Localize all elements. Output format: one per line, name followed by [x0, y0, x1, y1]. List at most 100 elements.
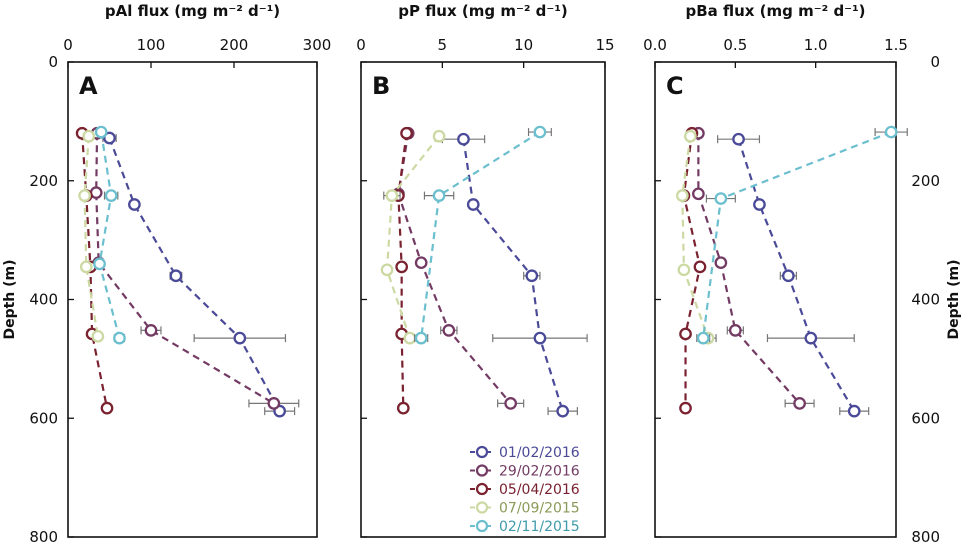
- series-29-02-2016: [89, 126, 300, 410]
- x-tick-label: 0: [356, 36, 366, 54]
- data-point: [884, 125, 898, 139]
- series-line: [95, 133, 275, 405]
- data-point: [395, 260, 409, 274]
- legend-label: 29/02/2016: [499, 464, 580, 480]
- legend-marker: [475, 464, 489, 477]
- data-point: [683, 129, 697, 143]
- legend-label: 02/11/2015: [499, 519, 580, 535]
- series-07-09-2015: [380, 129, 446, 345]
- y-tick-label: 200: [29, 172, 58, 190]
- panel-title: pAl flux (mg m⁻² d⁻¹): [105, 2, 280, 20]
- data-point: [89, 186, 103, 199]
- panel-letter: A: [79, 72, 98, 100]
- panel-a: 0 100 200 300 pAl flux (mg m⁻² d⁻¹) A: [63, 2, 331, 538]
- data-point: [104, 189, 118, 202]
- series-07-09-2015: [675, 129, 717, 345]
- series-line: [681, 136, 710, 339]
- series-line: [702, 131, 892, 339]
- series-01-02-2016: [717, 132, 870, 418]
- legend-entry: 02/11/2015: [470, 519, 580, 535]
- data-point: [675, 189, 689, 202]
- data-point: [732, 132, 745, 146]
- x-tick-label: 0: [63, 36, 73, 54]
- data-point: [533, 125, 547, 139]
- y-tick-label: 400: [29, 291, 58, 309]
- y-axis-title-right: Depth (m): [946, 259, 962, 339]
- legend-label: 01/02/2016: [499, 445, 580, 461]
- y-tick-label-right: 200: [911, 172, 940, 190]
- data-point: [457, 132, 470, 146]
- series-02-11-2015: [696, 125, 908, 345]
- x-tick-label: 15: [595, 36, 614, 54]
- series-line: [462, 139, 564, 412]
- series-line: [420, 131, 541, 339]
- legend-label: 05/04/2016: [499, 482, 580, 498]
- data-point: [679, 401, 692, 415]
- panel-letter: B: [372, 72, 390, 100]
- panel-title: pP flux (mg m⁻² d⁻¹): [398, 2, 568, 20]
- series-01-02-2016: [441, 132, 588, 418]
- x-tick-label: 1.0: [804, 36, 828, 54]
- data-point: [414, 331, 428, 345]
- series-line: [397, 133, 512, 405]
- data-point: [396, 401, 410, 415]
- x-tick-label: 5: [438, 36, 448, 54]
- data-point: [679, 327, 692, 341]
- legend-entry: 07/09/2015: [470, 501, 580, 517]
- panel-title: pBa flux (mg m⁻² d⁻¹): [685, 2, 865, 20]
- data-point: [82, 129, 96, 143]
- legend: 01/02/2016 29/02/2016 05/04/2016 07/09/2015…: [470, 445, 580, 535]
- panel-c: 0.0 0.5 1.0 1.5 pBa flux (mg m⁻² d⁻¹) C: [643, 2, 908, 538]
- data-point: [692, 187, 705, 201]
- data-point: [79, 260, 93, 274]
- x-tick-label: 200: [220, 36, 249, 54]
- x-tick-label: 0.0: [643, 36, 667, 54]
- x-tick-label: 10: [514, 36, 533, 54]
- data-point: [400, 126, 413, 140]
- data-point: [100, 401, 114, 415]
- data-point: [442, 324, 456, 337]
- x-tick-label: 100: [137, 36, 166, 54]
- data-point: [804, 331, 818, 345]
- series-line: [108, 137, 281, 412]
- y-tick-label-right: 0: [930, 53, 940, 71]
- data-point: [696, 331, 710, 345]
- legend-marker: [475, 501, 489, 514]
- legend-label: 07/09/2015: [499, 501, 580, 517]
- series-02-11-2015: [93, 125, 126, 345]
- series-line: [385, 135, 440, 339]
- data-point: [233, 331, 247, 345]
- data-point: [103, 131, 116, 145]
- data-point: [432, 189, 446, 202]
- legend-entry: 29/02/2016: [470, 464, 580, 480]
- data-point: [693, 260, 707, 274]
- data-point: [556, 404, 570, 418]
- data-point: [93, 257, 106, 271]
- data-point: [847, 404, 861, 418]
- data-point: [380, 263, 394, 277]
- series-line: [98, 131, 121, 339]
- data-point: [714, 192, 728, 205]
- data-point: [128, 198, 141, 211]
- data-point: [91, 329, 105, 343]
- legend-entry: 05/04/2016: [470, 482, 580, 498]
- x-tick-label: 1.5: [884, 36, 908, 54]
- legend-entry: 01/02/2016: [470, 445, 580, 461]
- data-point: [432, 129, 446, 143]
- y-axis-title-left: Depth (m): [2, 259, 18, 339]
- data-point: [677, 263, 691, 277]
- y-tick-label-right: 400: [911, 291, 940, 309]
- data-point: [533, 331, 547, 345]
- data-point: [385, 189, 399, 202]
- series-01-02-2016: [102, 131, 296, 418]
- y-tick-label: 800: [29, 528, 58, 545]
- legend-marker: [475, 519, 489, 533]
- series-05-04-2016: [392, 126, 413, 415]
- y-tick-label: 600: [29, 409, 58, 427]
- legend-marker: [475, 445, 489, 459]
- data-point: [525, 269, 539, 283]
- data-point: [728, 324, 742, 337]
- data-point: [169, 269, 183, 283]
